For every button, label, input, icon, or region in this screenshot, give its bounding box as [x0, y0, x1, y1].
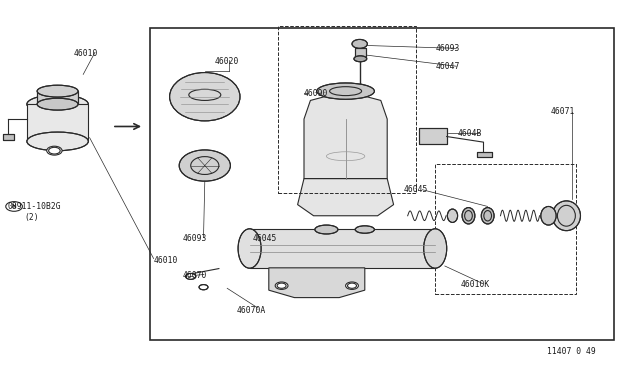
Ellipse shape [170, 73, 240, 121]
Ellipse shape [238, 229, 261, 268]
Polygon shape [27, 104, 88, 141]
Text: 46070A: 46070A [237, 306, 266, 315]
Polygon shape [250, 229, 435, 268]
Bar [150, 28, 614, 340]
Ellipse shape [37, 85, 78, 97]
Polygon shape [304, 91, 387, 179]
Text: 46045: 46045 [253, 234, 277, 243]
Text: 46010K: 46010K [461, 280, 490, 289]
Ellipse shape [317, 83, 374, 99]
Ellipse shape [27, 132, 88, 151]
Bar [37, 91, 78, 104]
Bar [419, 128, 447, 144]
Text: 11407 0 49: 11407 0 49 [547, 347, 596, 356]
Bar [278, 26, 416, 193]
Text: 4604B: 4604B [458, 129, 482, 138]
Ellipse shape [552, 201, 580, 231]
Ellipse shape [37, 98, 78, 110]
Text: 46090: 46090 [304, 89, 328, 97]
Bar [355, 48, 366, 59]
Ellipse shape [481, 208, 494, 224]
Ellipse shape [354, 56, 367, 62]
Text: 08911-10B2G: 08911-10B2G [8, 202, 61, 211]
Ellipse shape [27, 95, 88, 113]
Ellipse shape [447, 209, 458, 222]
Text: (2): (2) [24, 213, 39, 222]
Text: 46045: 46045 [403, 185, 428, 194]
Text: 46093: 46093 [435, 44, 460, 53]
Polygon shape [269, 268, 365, 298]
Bar [3, 134, 14, 140]
Text: 46047: 46047 [435, 62, 460, 71]
Text: 46010: 46010 [154, 256, 178, 265]
Circle shape [186, 273, 196, 279]
Bar [355, 48, 366, 59]
Bar [3, 134, 14, 140]
Bar [419, 128, 447, 144]
Ellipse shape [424, 229, 447, 268]
Ellipse shape [179, 150, 230, 181]
Ellipse shape [315, 225, 338, 234]
Bar [477, 152, 492, 157]
Bar [477, 152, 492, 157]
Text: N: N [12, 204, 17, 209]
Text: 46010: 46010 [74, 49, 98, 58]
Polygon shape [298, 179, 394, 216]
Text: 46070: 46070 [182, 271, 207, 280]
Bar [37, 91, 78, 104]
Bar [435, 164, 576, 294]
Circle shape [47, 146, 62, 155]
Circle shape [275, 282, 288, 289]
Text: 46071: 46071 [550, 107, 575, 116]
Ellipse shape [355, 226, 374, 233]
Circle shape [199, 285, 208, 290]
Ellipse shape [462, 208, 475, 224]
Circle shape [346, 282, 358, 289]
Text: 46093: 46093 [182, 234, 207, 243]
Ellipse shape [541, 206, 556, 225]
Text: 46020: 46020 [214, 57, 239, 66]
Circle shape [352, 39, 367, 48]
